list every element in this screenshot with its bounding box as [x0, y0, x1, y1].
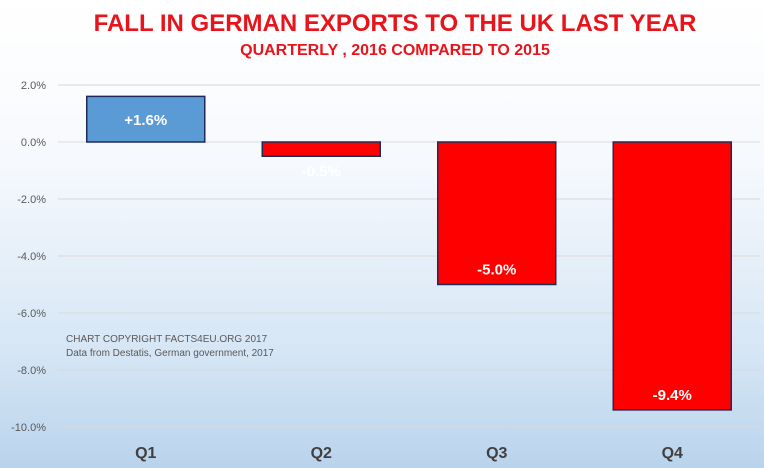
chart-copyright-note: CHART COPYRIGHT FACTS4EU.ORG 2017 [66, 334, 268, 345]
chart-title: FALL IN GERMAN EXPORTS TO THE UK LAST YE… [94, 10, 697, 37]
x-category-label: Q2 [311, 445, 332, 462]
y-tick-label: 0.0% [21, 137, 46, 149]
data-label-q2: -0.5% [302, 163, 341, 180]
y-tick-label: -6.0% [17, 308, 46, 320]
bar-q4 [612, 141, 732, 411]
bar-q2 [261, 141, 381, 157]
x-category-label: Q4 [662, 445, 683, 462]
y-tick-label: -2.0% [17, 194, 46, 206]
x-category-label: Q3 [486, 445, 507, 462]
y-tick-label: -10.0% [11, 422, 46, 434]
bar-q3 [437, 141, 557, 286]
chart-subtitle: QUARTERLY , 2016 COMPARED TO 2015 [240, 42, 550, 59]
y-tick-label: -8.0% [17, 365, 46, 377]
bars [86, 95, 732, 411]
data-label-q1: +1.6% [124, 112, 167, 129]
data-label-q4: -9.4% [653, 387, 692, 404]
bar-q1 [86, 95, 206, 143]
data-labels: +1.6% -0.5% -5.0% -9.4% [124, 112, 692, 404]
y-tick-label: -4.0% [17, 251, 46, 263]
x-axis: Q1 Q2 Q3 Q4 [135, 445, 683, 462]
y-tick-label: 2.0% [21, 80, 46, 92]
x-category-label: Q1 [135, 445, 156, 462]
y-axis: 2.0% 0.0% -2.0% -4.0% -6.0% -8.0% -10.0% [11, 80, 46, 434]
data-label-q3: -5.0% [477, 262, 516, 279]
data-source-note: Data from Destatis, German government, 2… [66, 348, 274, 359]
